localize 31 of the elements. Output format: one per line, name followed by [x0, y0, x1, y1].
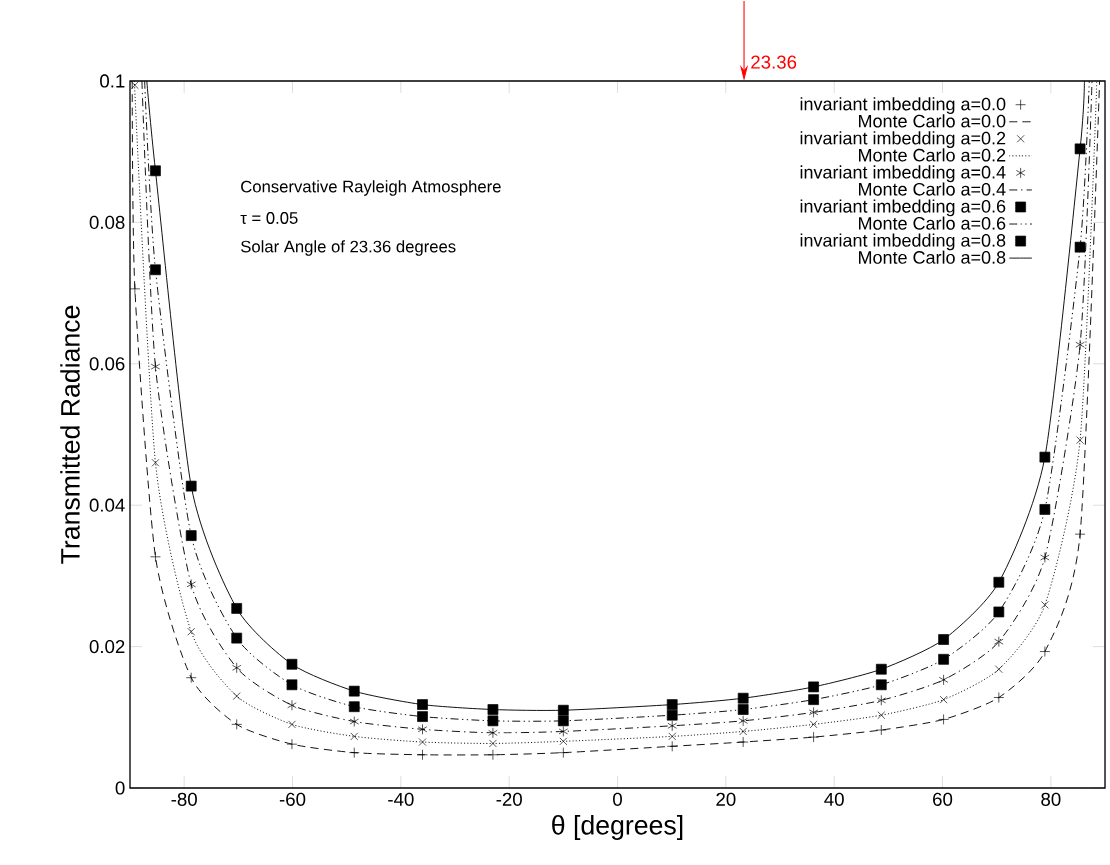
x-tick-label: 20	[716, 792, 736, 806]
legend-label: invariant imbedding a=0.8	[800, 233, 1006, 251]
x-tick-label: 40	[824, 792, 844, 806]
x-tick-label: 60	[933, 792, 953, 806]
y-tick-label: 0.08	[89, 215, 125, 230]
x-tick-label: -40	[388, 792, 414, 806]
y-tick-label: 0	[115, 781, 125, 795]
legend-label: Monte Carlo a=0.6	[859, 216, 1006, 230]
legend-label: invariant imbedding a=0.0	[800, 97, 1006, 114]
y-tick-label: 0.02	[89, 639, 125, 654]
x-tick-label: -80	[171, 792, 197, 806]
y-tick-label: 0.1	[100, 74, 125, 88]
x-tick-label: 0	[613, 792, 622, 806]
legend-label: invariant imbedding a=0.2	[800, 131, 1006, 149]
annotation: Conservative Rayleigh Atmosphere	[241, 180, 501, 196]
legend-label: invariant imbedding a=0.4	[800, 165, 1006, 183]
legend-label: Monte Carlo a=0.0	[859, 114, 1006, 128]
legend-label: Monte Carlo a=0.2	[859, 148, 1006, 162]
legend-label: Monte Carlo a=0.4	[859, 182, 1006, 196]
annotation: τ = 0.05	[240, 212, 298, 224]
annotation: Solar Angle of 23.36 degrees	[241, 240, 456, 256]
ref-line-label: 23.36	[751, 55, 797, 69]
x-tick-label: -60	[279, 792, 306, 806]
legend-label: Monte Carlo a=0.8	[859, 250, 1006, 264]
y-tick-label: 0.06	[89, 357, 125, 371]
x-tick-label: -20	[496, 792, 522, 806]
legend-label: invariant imbedding a=0.6	[800, 199, 1006, 217]
y-tick-label: 0.04	[89, 498, 125, 512]
x-axis-title: θ [degrees]	[552, 815, 683, 840]
x-tick-label: 80	[1041, 792, 1061, 806]
y-axis-title: Transmitted Radiance	[60, 305, 80, 564]
